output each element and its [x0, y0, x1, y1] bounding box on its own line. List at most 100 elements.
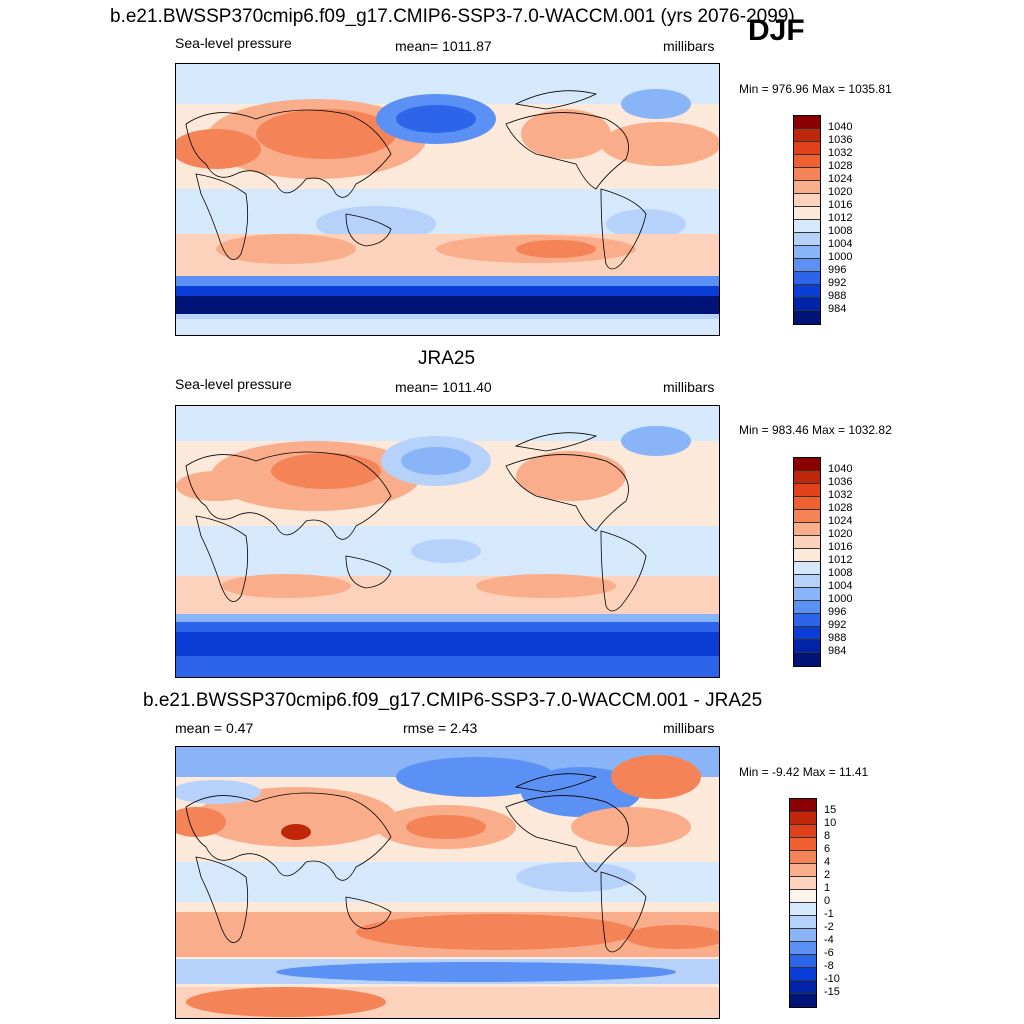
panel1-colorbar-swatch: [794, 246, 820, 259]
panel1-colorbar-swatch: [794, 220, 820, 233]
panel1-colorbar-label: 1028: [828, 160, 853, 172]
panel2-colorbar-swatch: [794, 640, 820, 653]
panel2-colorbar-label: 1000: [828, 593, 853, 605]
panel1-colorbar-swatch: [794, 298, 820, 311]
panel1-colorbar-label: 1036: [828, 134, 853, 146]
panel3-colorbar-label: -8: [824, 960, 834, 972]
panel1-units: millibars: [663, 38, 715, 54]
panel3-colorbar-label: -10: [824, 973, 840, 985]
panel1-colorbar-swatch: [794, 285, 820, 298]
panel2-colorbar-label: 1004: [828, 580, 853, 592]
panel2-colorbar-swatch: [794, 484, 820, 497]
panel1-colorbar-label: 1000: [828, 251, 853, 263]
panel3-colorbar-label: 4: [824, 856, 831, 868]
panel1-colorbar-label: 1040: [828, 121, 853, 133]
panel2-colorbar-swatch: [794, 653, 820, 666]
panel3-colorbar-swatch: [790, 929, 816, 942]
panel1-colorbar-label: 1008: [828, 225, 853, 237]
panel3-colorbar-label: 0: [824, 895, 831, 907]
panel3-colorbar-swatch: [790, 864, 816, 877]
panel3-minmax: Min = -9.42 Max = 11.41: [739, 765, 869, 779]
panel2-colorbar-swatch: [794, 471, 820, 484]
panel1-colorbar-swatch: [794, 129, 820, 142]
panel3-colorbar: [789, 798, 817, 1008]
panel2-colorbar-swatch: [794, 627, 820, 640]
panel1-colorbar-label: 1004: [828, 238, 853, 250]
panel1-colorbar-swatch: [794, 168, 820, 181]
panel2-colorbar-swatch: [794, 458, 820, 471]
panel2-colorbar-label: 988: [828, 632, 847, 644]
panel2-colorbar-label: 1036: [828, 476, 853, 488]
panel3-colorbar-label: -15: [824, 986, 840, 998]
panel2-colorbar-swatch: [794, 588, 820, 601]
panel2-colorbar-label: 1012: [828, 554, 853, 566]
panel1-colorbar-swatch: [794, 311, 820, 324]
panel3-colorbar-swatch: [790, 838, 816, 851]
panel2-colorbar-swatch: [794, 549, 820, 562]
panel3-colorbar-label: 6: [824, 843, 831, 855]
panel2-colorbar-swatch: [794, 575, 820, 588]
panel2-minmax: Min = 983.46 Max = 1032.82: [739, 423, 892, 437]
panel2-units: millibars: [663, 379, 715, 395]
panel2-mean: mean= 1011.40: [395, 379, 492, 395]
panel3-colorbar-swatch: [790, 812, 816, 825]
panel3-colorbar-label: 8: [824, 830, 831, 842]
panel3-colorbar-label: -1: [824, 908, 834, 920]
panel2-colorbar-label: 1028: [828, 502, 853, 514]
panel3-mean: mean = 0.47: [175, 720, 254, 736]
panel3-colorbar-label: 15: [824, 804, 837, 816]
panel1-mean: mean= 1011.87: [395, 38, 492, 54]
panel3-units: millibars: [663, 720, 715, 736]
panel2-colorbar-swatch: [794, 510, 820, 523]
panel2-colorbar-label: 1008: [828, 567, 853, 579]
panel3-colorbar-label: -4: [824, 934, 834, 946]
panel1-colorbar-swatch: [794, 181, 820, 194]
panel1-colorbar-label: 988: [828, 290, 847, 302]
panel1-colorbar-swatch: [794, 194, 820, 207]
panel3-colorbar-label: -6: [824, 947, 834, 959]
panel3-colorbar-swatch: [790, 942, 816, 955]
panel3-colorbar-swatch: [790, 968, 816, 981]
panel3-colorbar-swatch: [790, 799, 816, 812]
panel2-colorbar-swatch: [794, 497, 820, 510]
panel3-colorbar-swatch: [790, 916, 816, 929]
panel2-colorbar-label: 1016: [828, 541, 853, 553]
panel3-colorbar-swatch: [790, 994, 816, 1007]
panel3-colorbar-swatch: [790, 955, 816, 968]
panel3-colorbar-swatch: [790, 903, 816, 916]
panel3-colorbar-label: 1: [824, 882, 831, 894]
panel1-colorbar-swatch: [794, 259, 820, 272]
panel2-colorbar-label: 996: [828, 606, 847, 618]
panel1-map-svg: [176, 64, 719, 335]
panel2-colorbar-label: 1020: [828, 528, 853, 540]
panel2-map-svg: [176, 406, 719, 677]
panel1-variable: Sea-level pressure: [175, 35, 292, 51]
panel1-colorbar-label: 1020: [828, 186, 853, 198]
panel2-colorbar-swatch: [794, 536, 820, 549]
panel2-variable: Sea-level pressure: [175, 376, 292, 392]
panel1-colorbar-label: 1032: [828, 147, 853, 159]
panel1-colorbar-swatch: [794, 116, 820, 129]
panel3-title: b.e21.BWSSP370cmip6.f09_g17.CMIP6-SSP3-7…: [143, 690, 763, 711]
panel2-colorbar-label: 1024: [828, 515, 853, 527]
panel1-colorbar-label: 1012: [828, 212, 853, 224]
panel1-colorbar-swatch: [794, 155, 820, 168]
panel3-colorbar-swatch: [790, 851, 816, 864]
panel2-colorbar: [793, 457, 821, 667]
panel1-colorbar-swatch: [794, 142, 820, 155]
panel2-colorbar-swatch: [794, 523, 820, 536]
panel3-colorbar-label: -2: [824, 921, 834, 933]
panel1-map: [175, 63, 720, 336]
panel2-colorbar-swatch: [794, 601, 820, 614]
panel3-colorbar-label: 10: [824, 817, 837, 829]
panel2-colorbar-label: 992: [828, 619, 847, 631]
panel1-colorbar-swatch: [794, 272, 820, 285]
panel1-title: b.e21.BWSSP370cmip6.f09_g17.CMIP6-SSP3-7…: [110, 6, 795, 27]
panel1-colorbar-label: 992: [828, 277, 847, 289]
panel3-colorbar-swatch: [790, 825, 816, 838]
panel1-colorbar-label: 984: [828, 303, 847, 315]
panel3-colorbar-label: 2: [824, 869, 831, 881]
panel1-minmax: Min = 976.96 Max = 1035.81: [739, 82, 892, 96]
panel3-rmse: rmse = 2.43: [403, 720, 478, 736]
panel2-colorbar-label: 1040: [828, 463, 853, 475]
